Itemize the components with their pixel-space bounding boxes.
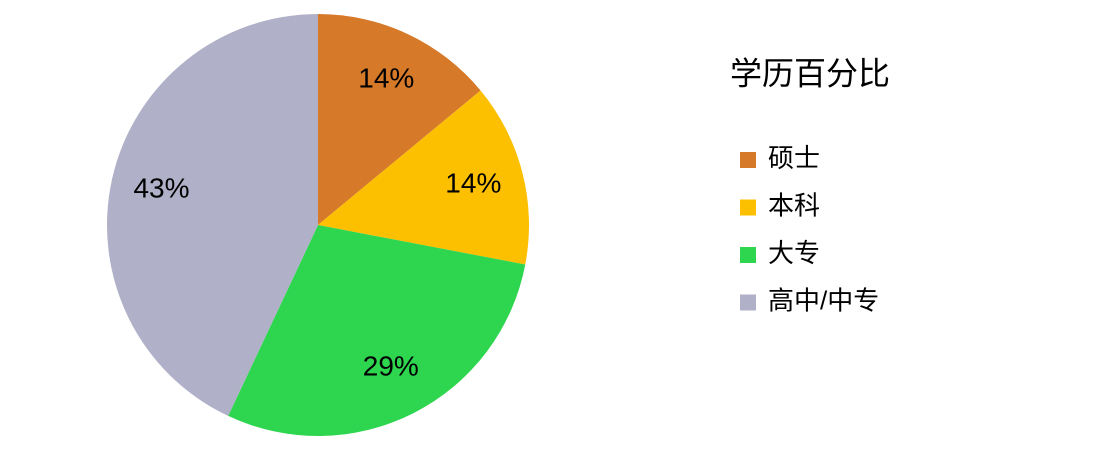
pie-slice	[106, 14, 318, 416]
data-label: 43%	[133, 172, 189, 203]
pie-slice	[318, 90, 529, 265]
legend-label: 大专	[768, 238, 820, 268]
data-label: 14%	[445, 168, 501, 199]
pie-slice	[318, 14, 481, 225]
legend-label: 本科	[768, 190, 820, 220]
legend-label: 高中/中专	[768, 285, 879, 315]
pie-slice	[228, 225, 526, 437]
legend-swatch	[740, 247, 756, 263]
legend-swatch	[740, 152, 756, 168]
legend-label: 硕士	[768, 143, 820, 173]
data-label: 29%	[363, 350, 419, 381]
legend-swatch	[740, 294, 756, 311]
data-label: 14%	[358, 62, 414, 93]
legend-title: 学历百分比	[730, 55, 890, 91]
legend-swatch	[740, 199, 756, 216]
